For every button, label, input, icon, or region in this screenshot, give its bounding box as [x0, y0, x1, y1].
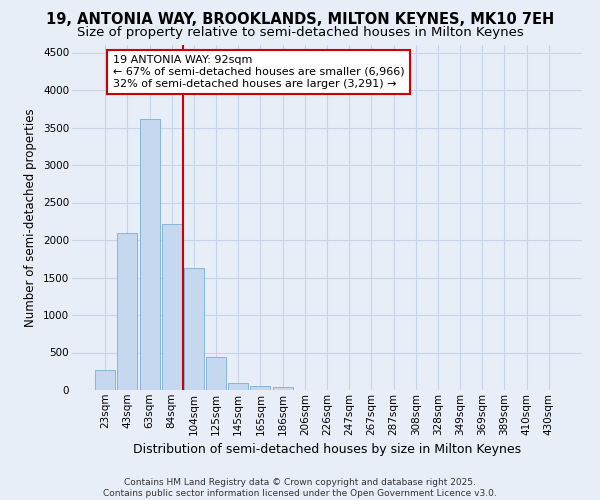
Text: 19 ANTONIA WAY: 92sqm
← 67% of semi-detached houses are smaller (6,966)
32% of s: 19 ANTONIA WAY: 92sqm ← 67% of semi-deta… — [113, 56, 404, 88]
Bar — [206, 356, 226, 390]
Bar — [162, 224, 182, 390]
Bar — [118, 232, 137, 390]
Bar — [140, 118, 160, 390]
Bar — [272, 388, 293, 390]
Text: Size of property relative to semi-detached houses in Milton Keynes: Size of property relative to semi-detach… — [77, 26, 523, 39]
X-axis label: Distribution of semi-detached houses by size in Milton Keynes: Distribution of semi-detached houses by … — [133, 443, 521, 456]
Bar — [250, 386, 271, 390]
Text: 19, ANTONIA WAY, BROOKLANDS, MILTON KEYNES, MK10 7EH: 19, ANTONIA WAY, BROOKLANDS, MILTON KEYN… — [46, 12, 554, 28]
Bar — [228, 382, 248, 390]
Y-axis label: Number of semi-detached properties: Number of semi-detached properties — [25, 108, 37, 327]
Bar — [184, 268, 204, 390]
Bar — [95, 370, 115, 390]
Text: Contains HM Land Registry data © Crown copyright and database right 2025.
Contai: Contains HM Land Registry data © Crown c… — [103, 478, 497, 498]
